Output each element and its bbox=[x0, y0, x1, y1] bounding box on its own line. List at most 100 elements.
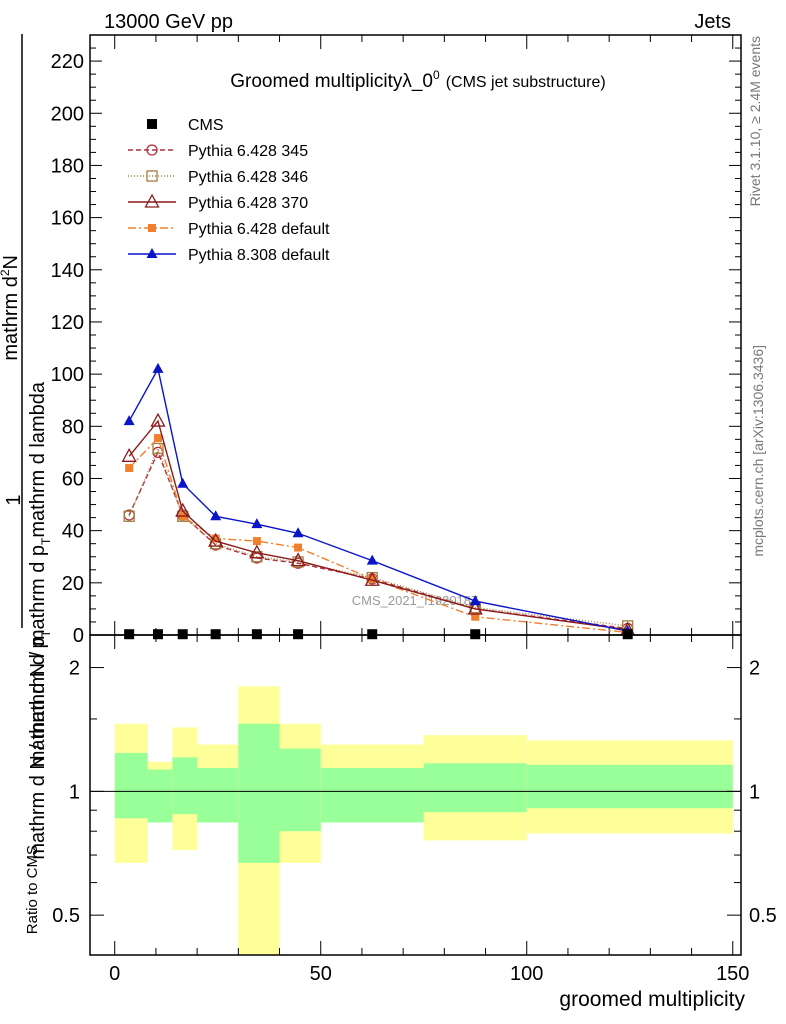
data-point-p6def bbox=[125, 464, 134, 473]
data-point-p370 bbox=[175, 502, 191, 517]
x-tick-label: 150 bbox=[716, 963, 749, 985]
data-point-p6def bbox=[368, 574, 377, 583]
header-collision: 13000 GeV pp bbox=[104, 11, 233, 33]
data-point-cms bbox=[210, 629, 221, 640]
data-point-p370 bbox=[249, 544, 265, 559]
rivet-version-label: Rivet 3.1.10, ≥ 2.4M events bbox=[747, 36, 763, 206]
data-point-cms bbox=[177, 629, 188, 640]
x-tick-label: 50 bbox=[310, 963, 332, 985]
y-tick-label: 0 bbox=[73, 625, 84, 647]
main-y-ticks: 0 20 40 60 80 100 120 140 160 180 200 220 bbox=[51, 34, 741, 647]
data-point-p370 bbox=[364, 571, 380, 586]
header-channel: Jets bbox=[694, 11, 731, 33]
data-point-p8def bbox=[210, 510, 222, 521]
ratio-band-inner bbox=[197, 767, 239, 823]
legend-label: Pythia 6.428 346 bbox=[188, 169, 308, 186]
ylabel-line-upper: mathrm d2N bbox=[0, 255, 22, 361]
ratio-y-ticks: 0.5 0.5 1 1 2 2 bbox=[52, 658, 777, 928]
y-tick-label: 80 bbox=[62, 416, 84, 438]
data-point-p8def bbox=[123, 415, 135, 426]
legend-item-p345: Pythia 6.428 345 bbox=[128, 143, 308, 160]
ratio-panel: 0.5 0.5 1 1 2 2 0 50 100 150 bbox=[52, 634, 777, 985]
main-x-ticks bbox=[114, 35, 734, 635]
data-point-p346 bbox=[152, 442, 164, 455]
y-tick-label: 200 bbox=[51, 103, 84, 125]
data-point-p370 bbox=[150, 412, 166, 427]
legend-marker-cms bbox=[147, 119, 157, 129]
x-tick-label: 100 bbox=[510, 963, 543, 985]
data-point-p8def bbox=[469, 595, 481, 606]
data-point-p8def bbox=[177, 477, 189, 488]
main-y-axis-label: 1 mathrm d2N mathrm d N / mathrm d pTmat… bbox=[0, 34, 53, 860]
legend-item-p8def: Pythia 8.308 default bbox=[128, 247, 330, 264]
data-point-p8def bbox=[251, 518, 263, 529]
watermark: CMS_2021_I1920187 bbox=[352, 593, 479, 608]
ratio-y-tick-label-right: 0.5 bbox=[749, 905, 777, 927]
data-point-p6def bbox=[153, 434, 162, 443]
ratio-y-axis-label: Ratio to CMS bbox=[24, 845, 41, 934]
data-point-p8def bbox=[292, 527, 304, 538]
series-line-p346 bbox=[128, 446, 628, 627]
y-tick-label: 160 bbox=[51, 208, 84, 230]
data-point-p6def bbox=[252, 537, 261, 546]
data-point-cms bbox=[622, 629, 633, 640]
series-p370 bbox=[121, 412, 636, 636]
ratio-y-tick-label: 0.5 bbox=[52, 905, 80, 927]
ratio-panel-frame bbox=[89, 634, 742, 956]
y-tick-label: 220 bbox=[51, 51, 84, 73]
ratio-band-inner bbox=[526, 764, 733, 809]
data-point-p346 bbox=[251, 551, 263, 563]
data-point-cms bbox=[251, 629, 262, 640]
ylabel-line-lower: mathrm d N / mathrm d pTmathrm d lambda bbox=[27, 381, 53, 767]
data-point-cms bbox=[293, 629, 304, 640]
x-axis-label: groomed multiplicity bbox=[559, 988, 745, 1011]
data-point-p6def bbox=[471, 612, 480, 621]
data-point-p346 bbox=[123, 510, 135, 522]
ratio-y-tick-label: 1 bbox=[69, 781, 80, 803]
y-tick-label: 20 bbox=[62, 573, 84, 595]
ratio-band-inner bbox=[320, 767, 424, 823]
y-tick-label: 40 bbox=[62, 521, 84, 543]
series-line-p370 bbox=[128, 419, 628, 631]
legend-item-p370: Pythia 6.428 370 bbox=[128, 193, 308, 212]
legend-label: Pythia 6.428 345 bbox=[188, 143, 308, 160]
legend-label: Pythia 6.428 370 bbox=[188, 195, 308, 212]
data-point-p370 bbox=[290, 552, 306, 567]
legend-item-cms: CMS bbox=[147, 117, 224, 134]
ratio-y-tick-label: 2 bbox=[69, 658, 80, 680]
legend-label: Pythia 6.428 default bbox=[188, 221, 330, 238]
ratio-band-inner bbox=[147, 769, 173, 823]
ratio-band-inner bbox=[279, 748, 321, 832]
data-point-p8def bbox=[366, 554, 378, 565]
main-panel: 0 20 40 60 80 100 120 140 160 180 200 220 CMS_2021_… bbox=[51, 34, 742, 647]
ratio-band-inner bbox=[238, 723, 280, 863]
data-point-cms bbox=[152, 629, 163, 640]
ylabel-fraction-numerator: 1 bbox=[3, 494, 25, 505]
legend-label: Pythia 8.308 default bbox=[188, 247, 330, 264]
data-point-cms bbox=[124, 629, 135, 640]
ratio-band-inner bbox=[423, 763, 527, 813]
ratio-bands bbox=[114, 686, 733, 955]
ratio-y-tick-label-right: 1 bbox=[749, 781, 760, 803]
legend-marker-p346 bbox=[146, 170, 158, 182]
legend-marker-p6def bbox=[148, 224, 156, 232]
legend-label: CMS bbox=[188, 117, 224, 134]
y-tick-label: 140 bbox=[51, 260, 84, 282]
series-line-p8def bbox=[128, 366, 628, 632]
x-tick-label: 0 bbox=[109, 963, 120, 985]
series-cms bbox=[124, 629, 633, 640]
y-tick-label: 100 bbox=[51, 364, 84, 386]
data-point-p370 bbox=[121, 447, 137, 462]
ylabel-denominator: mathrm d N / mathrm d pT bbox=[27, 629, 53, 859]
data-point-p8def bbox=[152, 362, 164, 373]
legend-item-p6def: Pythia 6.428 default bbox=[128, 221, 330, 238]
main-series bbox=[121, 362, 636, 640]
legend: CMS Pythia 6.428 345 Pythia 6.428 346 Pythi… bbox=[128, 117, 330, 264]
data-point-p370 bbox=[208, 532, 224, 547]
series-p8def bbox=[123, 362, 634, 636]
data-point-cms bbox=[470, 629, 481, 640]
y-tick-label: 180 bbox=[51, 155, 84, 177]
legend-marker-p8def bbox=[146, 248, 158, 258]
legend-marker-p345 bbox=[146, 144, 158, 156]
